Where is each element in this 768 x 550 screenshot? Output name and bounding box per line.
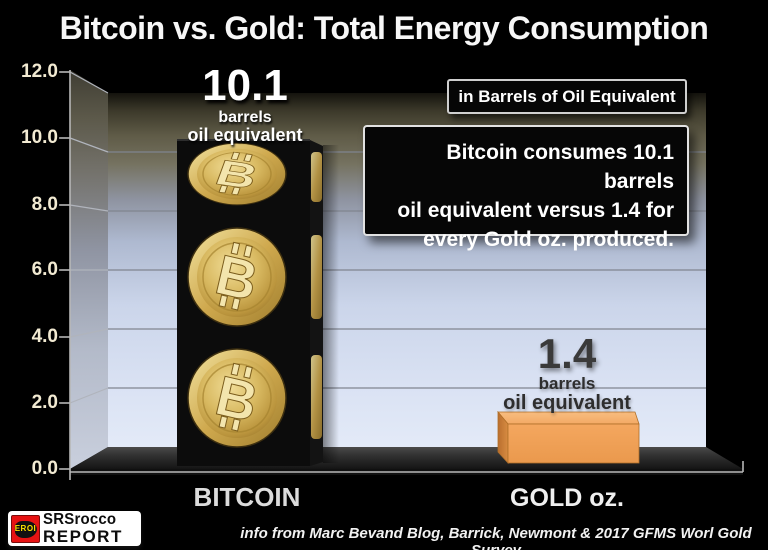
callout-line: oil equivalent versus 1.4 for [397, 199, 674, 222]
category-label-gold: GOLD oz. [510, 484, 624, 512]
bitcoin-coin-icon [187, 142, 287, 448]
ytick-12: 12.0 [21, 61, 58, 82]
logo-text: SRSrocco REPORT [43, 512, 123, 545]
eroi-badge-label: EROI [14, 524, 37, 533]
ytick-10: 10.0 [21, 127, 58, 148]
ytick-4: 4.0 [31, 326, 58, 347]
category-label-bitcoin: BITCOIN [193, 482, 301, 512]
logo-line-2: REPORT [43, 527, 123, 546]
callout-line: every Gold oz. produced. [423, 228, 674, 251]
ytick-6: 6.0 [31, 259, 58, 280]
bitcoin-value-label: 10.1 barrels oil equivalent [165, 64, 325, 145]
source-attribution: info from Marc Bevand Blog, Barrick, New… [240, 525, 752, 550]
gold-unit: oil equivalent [503, 392, 631, 414]
gold-value: 1.4 [537, 330, 597, 377]
eroi-badge: EROI [11, 514, 40, 543]
usa-map-icon [15, 520, 37, 538]
bitcoin-value: 10.1 [202, 61, 288, 110]
ytick-2: 2.0 [31, 392, 58, 413]
axis-ticks [59, 71, 70, 470]
plot-floor [70, 447, 743, 469]
callout-line: Bitcoin consumes 10.1 barrels [446, 141, 674, 193]
bar-bitcoin [177, 139, 339, 466]
gridline-connectors [69, 71, 109, 404]
gold-value-label: 1.4 barrels oil equivalent [487, 333, 647, 414]
bitcoin-unit: barrels [218, 109, 272, 126]
legend-label: in Barrels of Oil Equivalent [458, 86, 676, 106]
axis-frame [69, 70, 744, 480]
callout-box: Bitcoin consumes 10.1 barrels oil equiva… [363, 125, 689, 251]
ytick-0: 0.0 [31, 458, 58, 479]
bitcoin-unit: oil equivalent [187, 125, 303, 145]
bar-gold [497, 410, 640, 465]
page-title: Bitcoin vs. Gold: Total Energy Consumpti… [59, 10, 709, 46]
ytick-8: 8.0 [31, 194, 58, 215]
srsrocco-report-logo: EROI SRSrocco REPORT [8, 511, 141, 546]
logo-line-1: SRSrocco [43, 510, 117, 529]
gold-unit: barrels [538, 374, 596, 393]
legend-box: in Barrels of Oil Equivalent [447, 79, 687, 114]
